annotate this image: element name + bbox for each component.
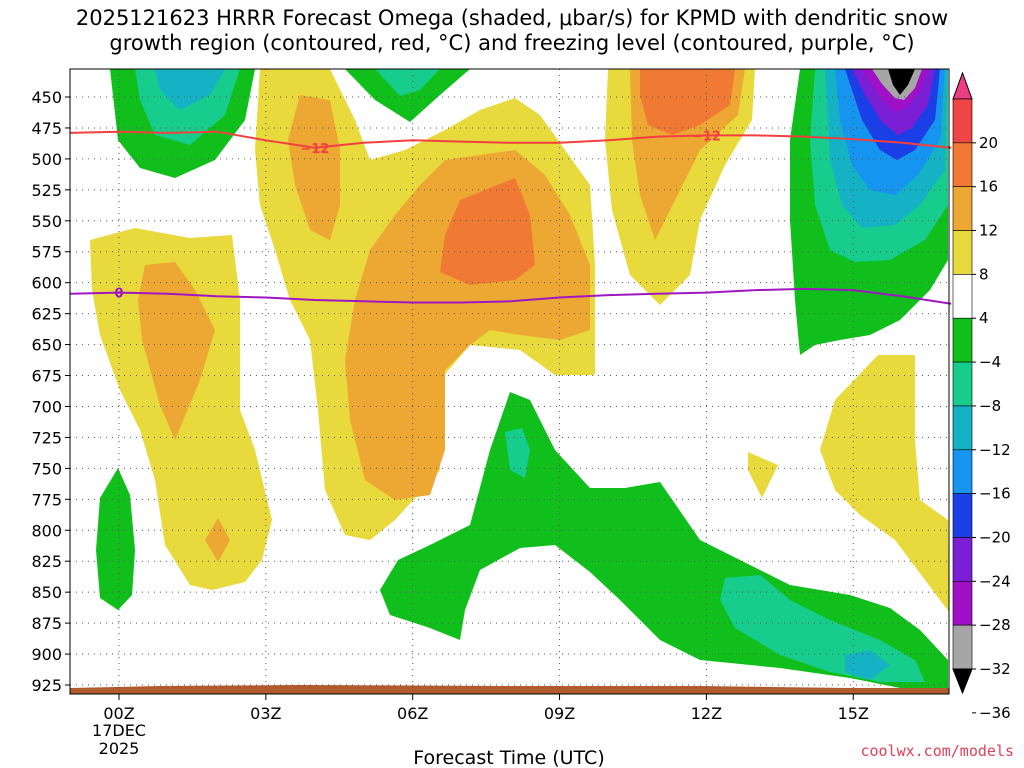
colorbar-swatch [952, 405, 973, 451]
x-axis-label: Forecast Time (UTC) [413, 747, 604, 768]
y-tick-label: 650 [31, 336, 62, 355]
y-tick-label: 875 [31, 614, 62, 633]
colorbar-swatch [952, 274, 973, 319]
colorbar-swatch [952, 361, 973, 407]
contour-labels: −12 −12 0 [114, 129, 721, 302]
omega-shading [90, 69, 949, 688]
x-tick-label: 00Z [103, 704, 134, 723]
colorbar-label: −28 [979, 616, 1011, 634]
colorbar-label: −16 [979, 485, 1011, 503]
colorbar: 20 16 12 8 4 −4 −8 −12 −16 −20 −24 −28 −32 −36 [952, 71, 1011, 722]
terrain-strip [70, 685, 949, 694]
dgz-contour-line [69, 130, 952, 149]
colorbar-label: 8 [979, 265, 989, 283]
colorbar-label: −20 [979, 528, 1011, 546]
colorbar-label: 16 [979, 178, 998, 196]
omega-region [888, 69, 915, 95]
y-tick-label: 675 [31, 367, 62, 386]
chart-title: 2025121623 HRRR Forecast Omega (shaded, … [0, 6, 1024, 56]
grid [70, 69, 949, 694]
omega-region [96, 468, 135, 610]
y-tick-label: 625 [31, 305, 62, 324]
y-tick-label: 475 [31, 119, 62, 138]
y-tick-label: 525 [31, 181, 62, 200]
y-tick-label: 925 [31, 676, 62, 695]
colorbar-label: −4 [979, 353, 1001, 371]
x-axis: 00Z 03Z 06Z 09Z 12Z 15Z [103, 694, 869, 723]
y-tick-label: 775 [31, 490, 62, 509]
omega-region [155, 69, 225, 110]
colorbar-swatch [952, 624, 973, 670]
contour-label: −12 [692, 129, 721, 144]
y-axis: 450 475 500 525 550 575 600 625 650 675 700 725 750 7… [31, 88, 70, 695]
contour-label: −12 [300, 142, 329, 157]
colorbar-label: −36 [979, 704, 1011, 722]
omega-region [845, 650, 890, 680]
colorbar-swatch [952, 98, 973, 144]
colorbar-label: 20 [979, 134, 998, 152]
y-tick-label: 600 [31, 274, 62, 293]
y-tick-label: 450 [31, 88, 62, 107]
title-line-1: 2025121623 HRRR Forecast Omega (shaded, … [75, 6, 949, 30]
freezing-level-contour-line [69, 287, 952, 305]
x-tick-label: 06Z [397, 704, 428, 723]
colorbar-label: −12 [979, 441, 1011, 459]
date-label-day: 17DEC [92, 721, 146, 740]
colorbar-swatch [952, 317, 973, 363]
y-tick-label: 750 [31, 459, 62, 478]
x-tick-label: 09Z [544, 704, 575, 723]
y-tick-label: 500 [31, 150, 62, 169]
contour-label-text: −12 [692, 129, 721, 144]
y-tick-label: 575 [31, 243, 62, 262]
colorbar-swatch [952, 537, 973, 582]
title-line-2: growth region (contoured, red, °C) and f… [109, 31, 915, 55]
omega-region [505, 428, 530, 478]
contour-label: 0 [114, 287, 123, 302]
omega-region [138, 262, 215, 440]
contour-label-text: 0 [114, 287, 123, 302]
colorbar-swatch [952, 449, 973, 494]
colorbar-swatch [952, 186, 973, 231]
y-tick-label: 550 [31, 212, 62, 231]
contour-label-text: −12 [300, 142, 329, 157]
colorbar-label: 12 [979, 222, 998, 240]
x-tick-label: 03Z [250, 704, 281, 723]
colorbar-swatch [952, 142, 973, 187]
omega-region [748, 452, 778, 498]
colorbar-label: −8 [979, 397, 1001, 415]
y-tick-label: 825 [31, 552, 62, 571]
credit-text: coolwx.com/models [860, 742, 1014, 760]
y-tick-label: 725 [31, 428, 62, 447]
omega-region [820, 355, 949, 612]
colorbar-label: −32 [979, 660, 1011, 678]
y-tick-label: 900 [31, 645, 62, 664]
colorbar-swatch [952, 71, 973, 100]
y-tick-label: 800 [31, 521, 62, 540]
omega-region [440, 178, 535, 285]
plot-frame [69, 68, 950, 695]
colorbar-swatch [952, 581, 973, 626]
date-label-year: 2025 [99, 739, 140, 758]
omega-region [345, 69, 470, 122]
omega-region [375, 69, 440, 96]
colorbar-label: 4 [979, 309, 989, 327]
y-tick-label: 850 [31, 583, 62, 602]
x-tick-label: 12Z [691, 704, 722, 723]
colorbar-label: −24 [979, 572, 1011, 590]
omega-region [205, 518, 230, 562]
omega-region [288, 95, 340, 240]
colorbar-swatch [952, 230, 973, 275]
omega-region [640, 69, 735, 135]
y-tick-label: 700 [31, 397, 62, 416]
colorbar-swatch [952, 493, 973, 538]
colorbar-swatch [952, 668, 973, 695]
x-tick-label: 15Z [838, 704, 869, 723]
